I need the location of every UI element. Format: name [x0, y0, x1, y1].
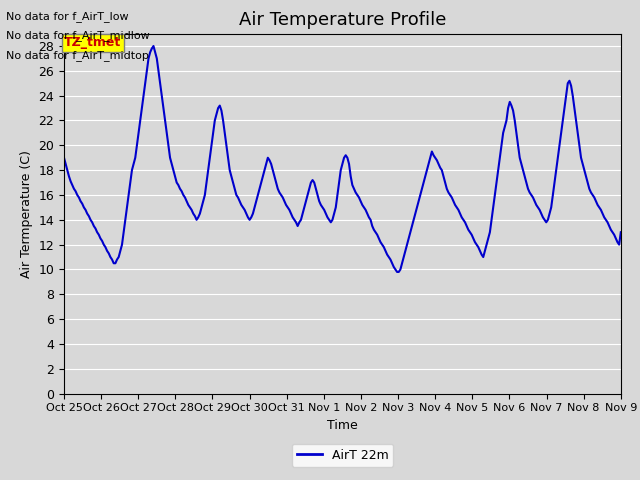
Text: No data for f_AirT_low: No data for f_AirT_low	[6, 11, 129, 22]
Legend: AirT 22m: AirT 22m	[292, 444, 393, 467]
Text: No data for f_AirT_midlow: No data for f_AirT_midlow	[6, 30, 150, 41]
Text: No data for f_AirT_midtop: No data for f_AirT_midtop	[6, 49, 149, 60]
X-axis label: Time: Time	[327, 419, 358, 432]
Text: TZ_tmet: TZ_tmet	[64, 36, 121, 49]
Title: Air Temperature Profile: Air Temperature Profile	[239, 11, 446, 29]
Y-axis label: Air Termperature (C): Air Termperature (C)	[20, 150, 33, 277]
